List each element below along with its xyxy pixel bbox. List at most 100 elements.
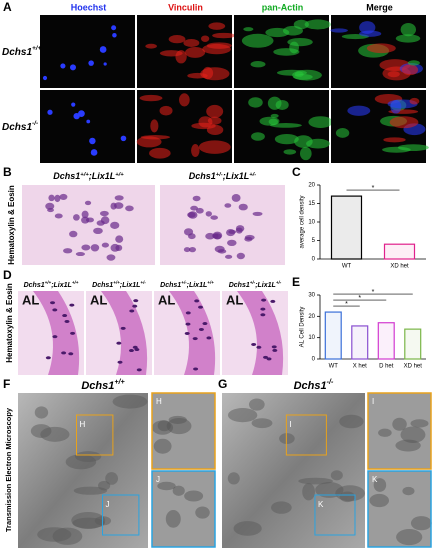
nucleus (117, 360, 123, 364)
nucleus (71, 102, 76, 107)
tem-structure (153, 438, 172, 454)
column-header: Dchs1+/+;Lix1L+/+ (53, 171, 124, 181)
bar (404, 328, 422, 360)
cell-signal (274, 133, 299, 145)
column-header: Dchs1+/+;Lix1L+/- (92, 280, 146, 289)
nucleus (225, 254, 233, 259)
tem-structure (157, 481, 176, 491)
cell-signal (183, 39, 200, 47)
nucleus (63, 248, 73, 254)
x-tick-label: D het (379, 364, 394, 370)
nucleus (96, 220, 105, 226)
y-axis-label: AL Cell Density (300, 307, 306, 348)
tem-structure (98, 480, 111, 491)
text-part: +/- (249, 172, 256, 178)
tem-structure (37, 527, 72, 542)
inset-frame (151, 470, 216, 548)
inset-label: I (372, 397, 374, 406)
nucleus (50, 301, 56, 305)
tissue (101, 291, 148, 375)
text-part: +/+ (45, 280, 52, 285)
cell-signal (248, 97, 263, 108)
nucleus (72, 214, 80, 221)
text-part: +/- (140, 280, 146, 285)
nucleus (62, 314, 68, 318)
image-label: AL (158, 292, 175, 307)
text-part: Dchs1 (92, 282, 113, 289)
tem-structure (248, 398, 265, 411)
tem-structure (40, 426, 70, 442)
y-tick-label: 0 (312, 257, 316, 263)
tem-structure (73, 486, 108, 495)
column-header: Vinculin (168, 2, 203, 12)
nucleus (54, 194, 61, 203)
nucleus (184, 331, 190, 335)
nucleus (86, 119, 91, 124)
side-label: Transmission Electron Microscopy (4, 407, 13, 532)
cell-signal (179, 93, 190, 107)
nucleus (132, 345, 138, 349)
nucleus (81, 210, 89, 219)
text-part: +/+ (72, 280, 79, 285)
text-part: +/+ (32, 45, 42, 52)
cell-signal (308, 116, 333, 128)
cell-signal (150, 119, 159, 133)
column-header: Hoechst (71, 2, 107, 12)
nucleus (202, 322, 208, 326)
nucleus (59, 193, 68, 201)
nucleus (195, 207, 204, 214)
cell-signal (293, 19, 309, 30)
tem-structure (410, 419, 429, 428)
cell-signal (330, 28, 348, 33)
inset-label: J (156, 475, 160, 484)
cell-signal (267, 96, 282, 110)
text-part: +/+ (115, 172, 124, 178)
significance-star: * (372, 289, 375, 296)
row-label: Dchs1-/- (2, 120, 38, 132)
image-label: AL (90, 292, 107, 307)
cell-signal (395, 34, 421, 43)
text-part: ;Lix1L (120, 282, 141, 289)
tissue (237, 291, 284, 375)
nucleus (129, 309, 135, 313)
nucleus (84, 200, 92, 206)
nucleus (198, 305, 204, 309)
nucleus (238, 203, 248, 211)
nucleus (132, 304, 138, 308)
text-part: Dchs1 (53, 171, 80, 181)
text-part: +/+ (114, 378, 125, 386)
nucleus (272, 348, 278, 352)
y-tick-label: 30 (308, 293, 315, 299)
cell-signal (359, 30, 382, 37)
nucleus (52, 335, 58, 339)
nucleus (214, 245, 225, 253)
tem-structure (233, 521, 262, 536)
nucleus (110, 221, 120, 230)
nucleus (210, 215, 218, 220)
text-part: Dchs1 (160, 282, 181, 289)
text-part: Dchs1 (81, 380, 114, 392)
cell-signal (283, 149, 297, 155)
inset-box (102, 494, 140, 536)
nucleus (93, 227, 103, 234)
nucleus (260, 313, 266, 317)
cell-signal (206, 124, 224, 135)
nucleus (64, 319, 70, 323)
nucleus (185, 322, 191, 326)
nucleus (260, 307, 266, 311)
y-tick-label: 5 (312, 238, 316, 244)
column-header: pan-Actin (262, 2, 304, 12)
side-label: Hematoxylin & Eosin (7, 185, 16, 265)
nucleus (106, 254, 116, 261)
nucleus (185, 311, 191, 315)
nucleus (69, 64, 77, 71)
panel-letter: A (3, 0, 12, 14)
tissue (33, 291, 80, 375)
column-header: Dchs1+/+;Lix1L+/+ (24, 280, 79, 289)
cell-signal (383, 137, 406, 143)
panel-letter: D (3, 268, 12, 282)
nucleus (270, 299, 276, 303)
nucleus (244, 234, 255, 241)
nucleus (115, 244, 123, 251)
nucleus (205, 232, 215, 240)
